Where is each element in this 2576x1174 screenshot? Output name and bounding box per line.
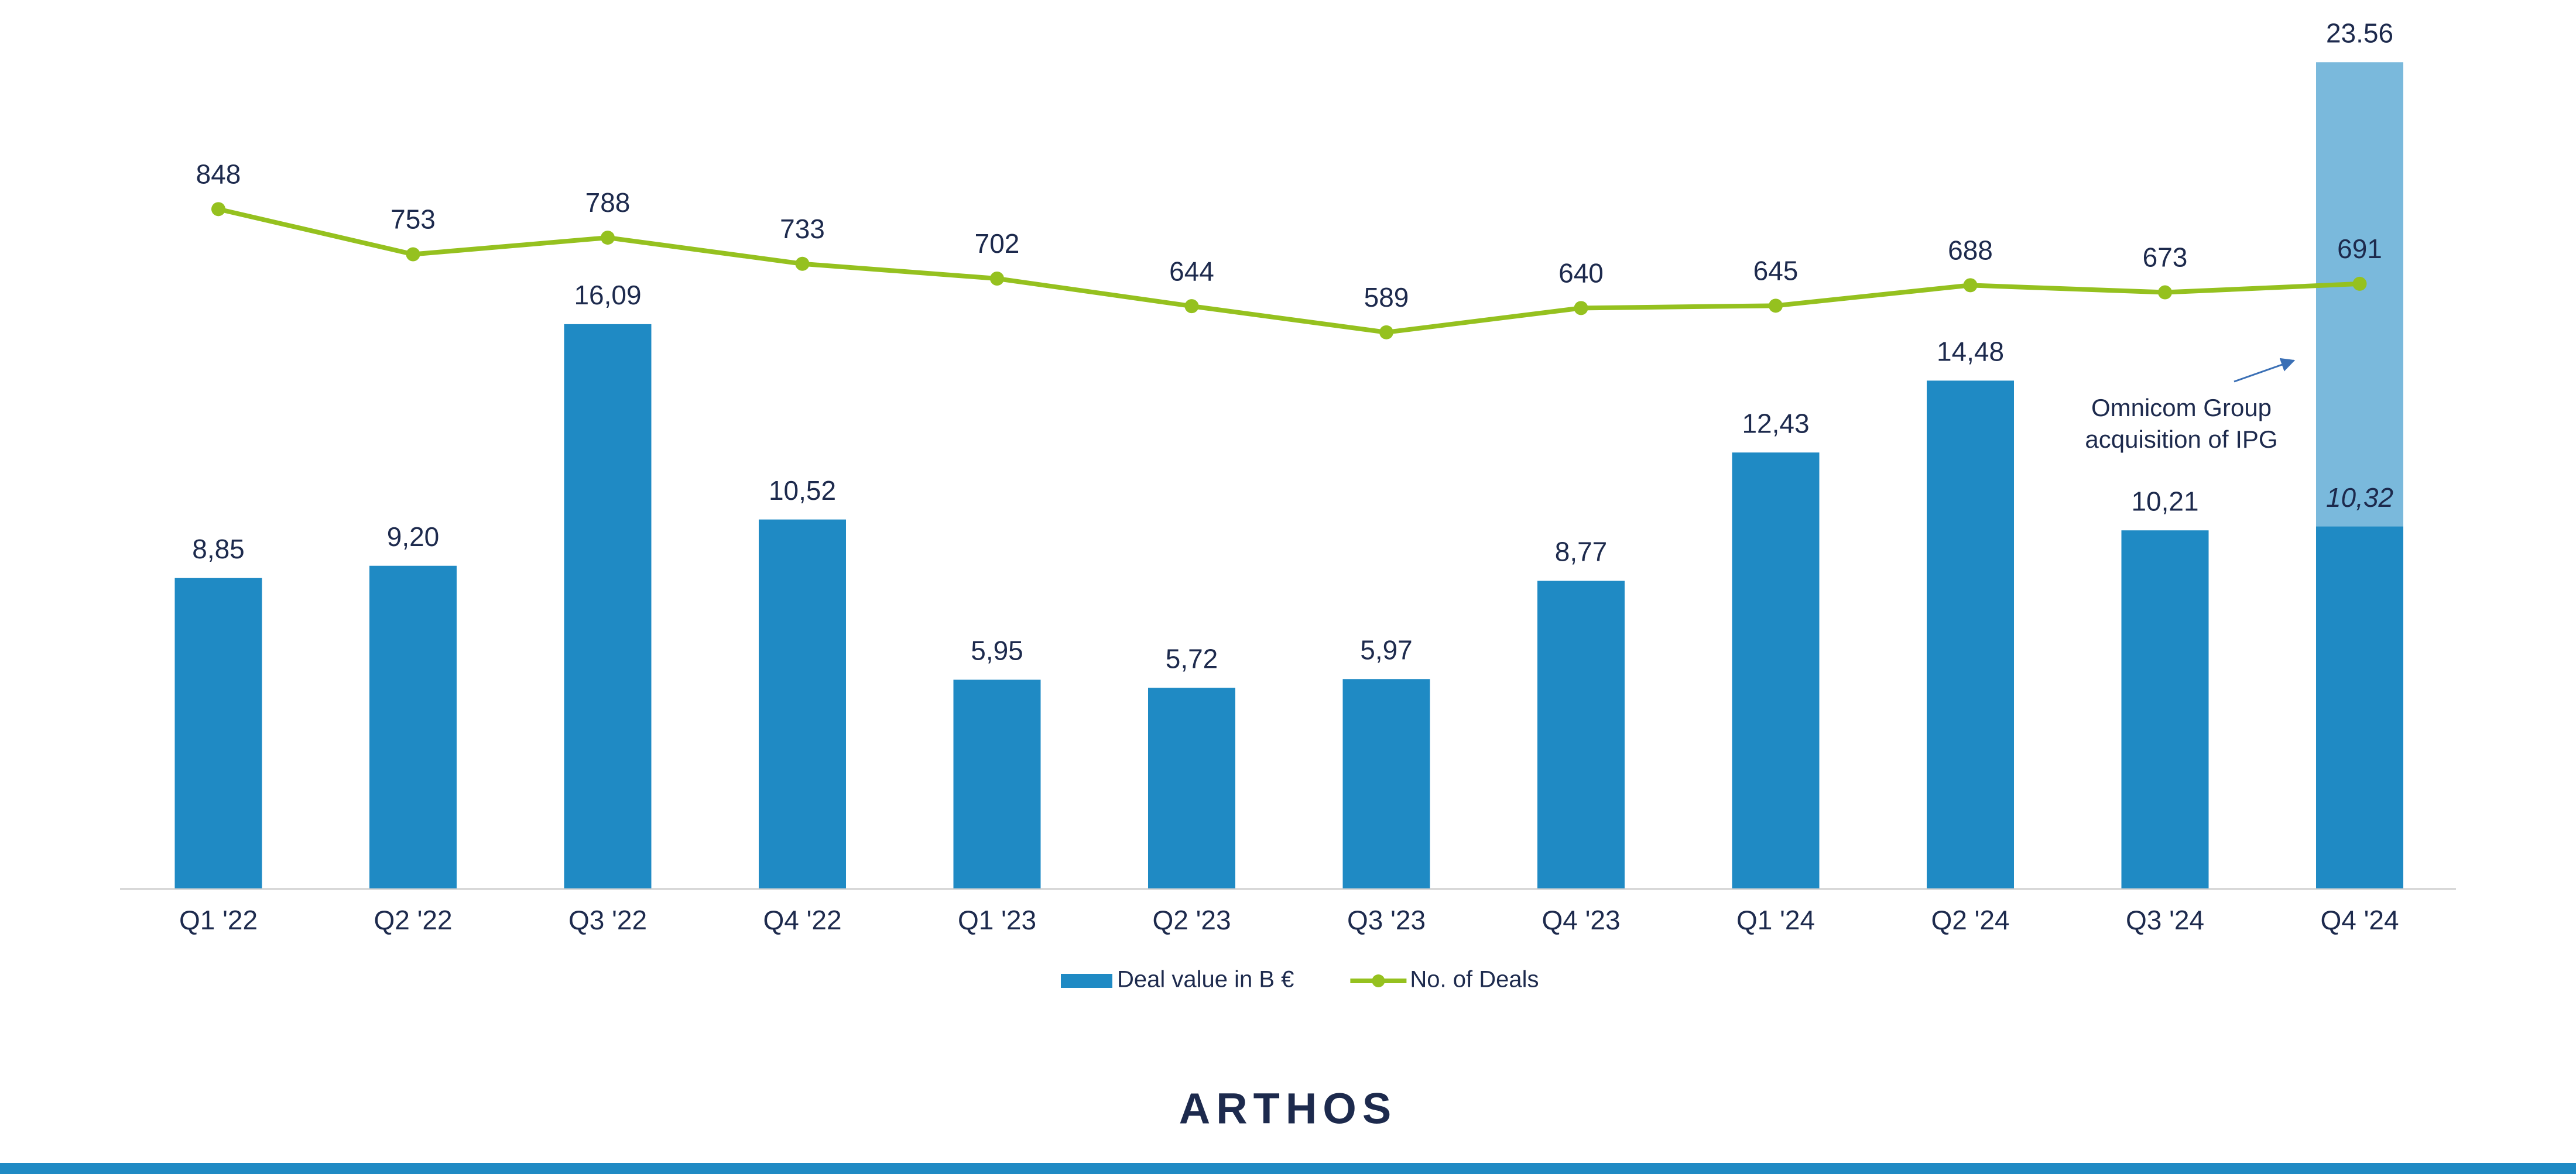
bar-label: 10,52 — [769, 475, 836, 506]
bar-label: 5,95 — [971, 636, 1023, 666]
bar-label: 16,09 — [574, 280, 641, 310]
line-point — [1379, 325, 1393, 339]
x-tick-label: Q1 '23 — [958, 905, 1036, 935]
bar — [1148, 688, 1235, 888]
x-tick-label: Q3 '24 — [2126, 905, 2204, 935]
bar — [1732, 452, 1820, 888]
bar — [369, 565, 457, 888]
line-point — [601, 231, 615, 245]
line-point — [211, 202, 225, 217]
line-label: 691 — [2337, 234, 2382, 264]
line-point — [1769, 298, 1783, 313]
bar-label: 8,77 — [1555, 537, 1608, 567]
bar — [1537, 581, 1625, 888]
bar — [759, 519, 846, 888]
x-tick-label: Q1 '22 — [179, 905, 258, 935]
line-label: 644 — [1169, 256, 1214, 286]
line-point — [1574, 301, 1588, 315]
bar — [1342, 679, 1430, 888]
x-tick-label: Q4 '23 — [1542, 905, 1620, 935]
line-label: 688 — [1948, 235, 1993, 266]
legend-label: Deal value in B € — [1117, 967, 1294, 993]
line-label: 702 — [975, 228, 1020, 259]
x-tick-label: Q3 '22 — [568, 905, 647, 935]
line-label: 673 — [2143, 242, 2188, 273]
line-point — [1963, 278, 1978, 293]
x-tick-label: Q4 '24 — [2320, 905, 2399, 935]
legend-label: No. of Deals — [1410, 967, 1539, 993]
line-label: 753 — [390, 204, 436, 235]
bar-label: 10,32 — [2326, 482, 2393, 513]
annotation: acquisition of IPG — [2085, 425, 2277, 453]
bar-label: 5,97 — [1360, 634, 1413, 665]
bar-label: 8,85 — [192, 534, 245, 564]
line-point — [795, 256, 810, 271]
bar-label: 14,48 — [1937, 337, 2004, 367]
bar — [1927, 380, 2014, 888]
x-tick-label: Q2 '22 — [374, 905, 452, 935]
bar-label: 10,21 — [2131, 486, 2198, 516]
legend-swatch — [1061, 974, 1112, 988]
bar — [953, 679, 1041, 888]
line-point — [2352, 276, 2367, 291]
bar — [2316, 526, 2403, 888]
bar — [564, 324, 652, 888]
x-tick-label: Q2 '23 — [1152, 905, 1231, 935]
logo: ARTHOS — [1179, 1084, 1397, 1133]
line-point — [990, 271, 1004, 286]
bar-label: 5,72 — [1166, 643, 1218, 674]
bar-label: 12,43 — [1742, 408, 1809, 438]
line-point — [406, 247, 420, 262]
total-label: 23.56 — [2326, 18, 2393, 48]
footer-stripe — [0, 1163, 2576, 1174]
bar — [2121, 530, 2209, 888]
line-label: 733 — [780, 214, 825, 244]
bar — [174, 578, 262, 888]
bar-label: 9,20 — [387, 521, 440, 552]
x-tick-label: Q2 '24 — [1931, 905, 2009, 935]
annotation-arrow — [2234, 358, 2296, 383]
x-tick-label: Q1 '24 — [1736, 905, 1815, 935]
line-label: 640 — [1558, 258, 1604, 289]
line-label: 788 — [585, 187, 631, 218]
line-point — [2158, 285, 2172, 300]
x-tick-label: Q3 '23 — [1347, 905, 1426, 935]
line-label: 589 — [1364, 282, 1409, 313]
annotation: Omnicom Group — [2091, 394, 2272, 421]
x-tick-label: Q4 '22 — [763, 905, 841, 935]
line — [218, 207, 2360, 335]
line-point — [1184, 299, 1199, 314]
line-label: 645 — [1753, 255, 1799, 286]
legend-swatch — [1372, 974, 1385, 987]
line-label: 848 — [196, 159, 241, 189]
